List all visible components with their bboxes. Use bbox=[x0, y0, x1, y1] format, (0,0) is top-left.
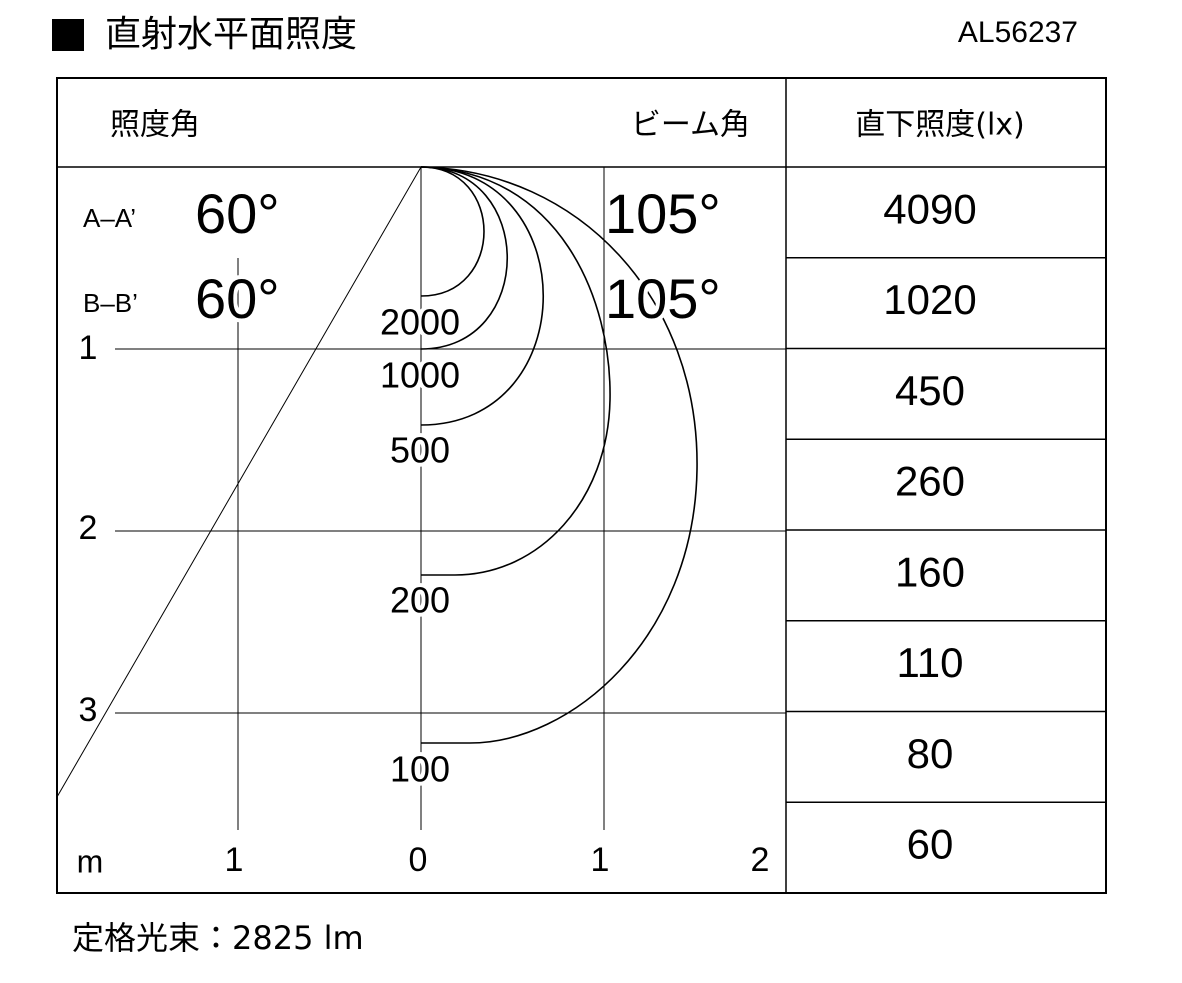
row-lines bbox=[786, 257, 1106, 803]
isolux-curve bbox=[420, 166, 508, 350]
distance-label: 2 bbox=[751, 841, 770, 879]
isolux-curve bbox=[420, 166, 698, 744]
illuminance-value: 60 bbox=[907, 821, 954, 868]
illuminance-value: 1020 bbox=[883, 276, 976, 323]
isolux-label: 500 bbox=[390, 430, 450, 471]
luminous-flux: 定格光束：2825 lm bbox=[72, 919, 364, 957]
section-label: A–A’ bbox=[83, 203, 136, 233]
illuminance-value: 160 bbox=[895, 548, 965, 595]
isolux-label: 100 bbox=[390, 749, 450, 790]
illuminance-angle: 60° bbox=[195, 267, 280, 330]
depth-label: 1 bbox=[79, 329, 98, 367]
illuminance-values: 4090 1020 450 260 160 110 80 60 bbox=[883, 185, 976, 867]
isolux-label: 200 bbox=[390, 580, 450, 621]
illuminance-value: 110 bbox=[897, 639, 964, 686]
beam-angle-line bbox=[56, 166, 422, 798]
isolux-label: 2000 bbox=[380, 302, 460, 343]
depth-label: 2 bbox=[79, 509, 98, 547]
model-number: AL56237 bbox=[958, 16, 1078, 49]
isolux-curve bbox=[420, 166, 611, 576]
isolux-label: 1000 bbox=[380, 355, 460, 396]
table-frame bbox=[56, 77, 1107, 894]
diagram-grid bbox=[56, 166, 786, 830]
header-cell: ビーム角 bbox=[631, 108, 750, 143]
title-square bbox=[52, 19, 84, 51]
isolux-curve bbox=[420, 166, 485, 297]
illuminance-value: 260 bbox=[895, 458, 965, 505]
illuminance-value: 80 bbox=[907, 730, 954, 777]
beam-angle: 105° bbox=[605, 182, 721, 245]
distance-label: 0 bbox=[409, 841, 428, 879]
title: 直射水平面照度 bbox=[105, 14, 357, 55]
distance-label: 1 bbox=[225, 841, 244, 879]
depth-label: 3 bbox=[79, 691, 98, 729]
beam-angle: 105° bbox=[605, 267, 721, 330]
section-label: B–B’ bbox=[83, 288, 138, 318]
illuminance-value: 450 bbox=[895, 367, 965, 414]
isolux-curves bbox=[420, 166, 698, 744]
unit-label: m bbox=[77, 843, 104, 879]
header-cell: 照度角 bbox=[110, 108, 200, 143]
header-cell: 直下照度(lx) bbox=[855, 108, 1025, 143]
distance-label: 1 bbox=[591, 841, 610, 879]
illuminance-value: 4090 bbox=[883, 185, 976, 232]
illuminance-angle: 60° bbox=[195, 182, 280, 245]
isolux-curve bbox=[420, 166, 544, 426]
